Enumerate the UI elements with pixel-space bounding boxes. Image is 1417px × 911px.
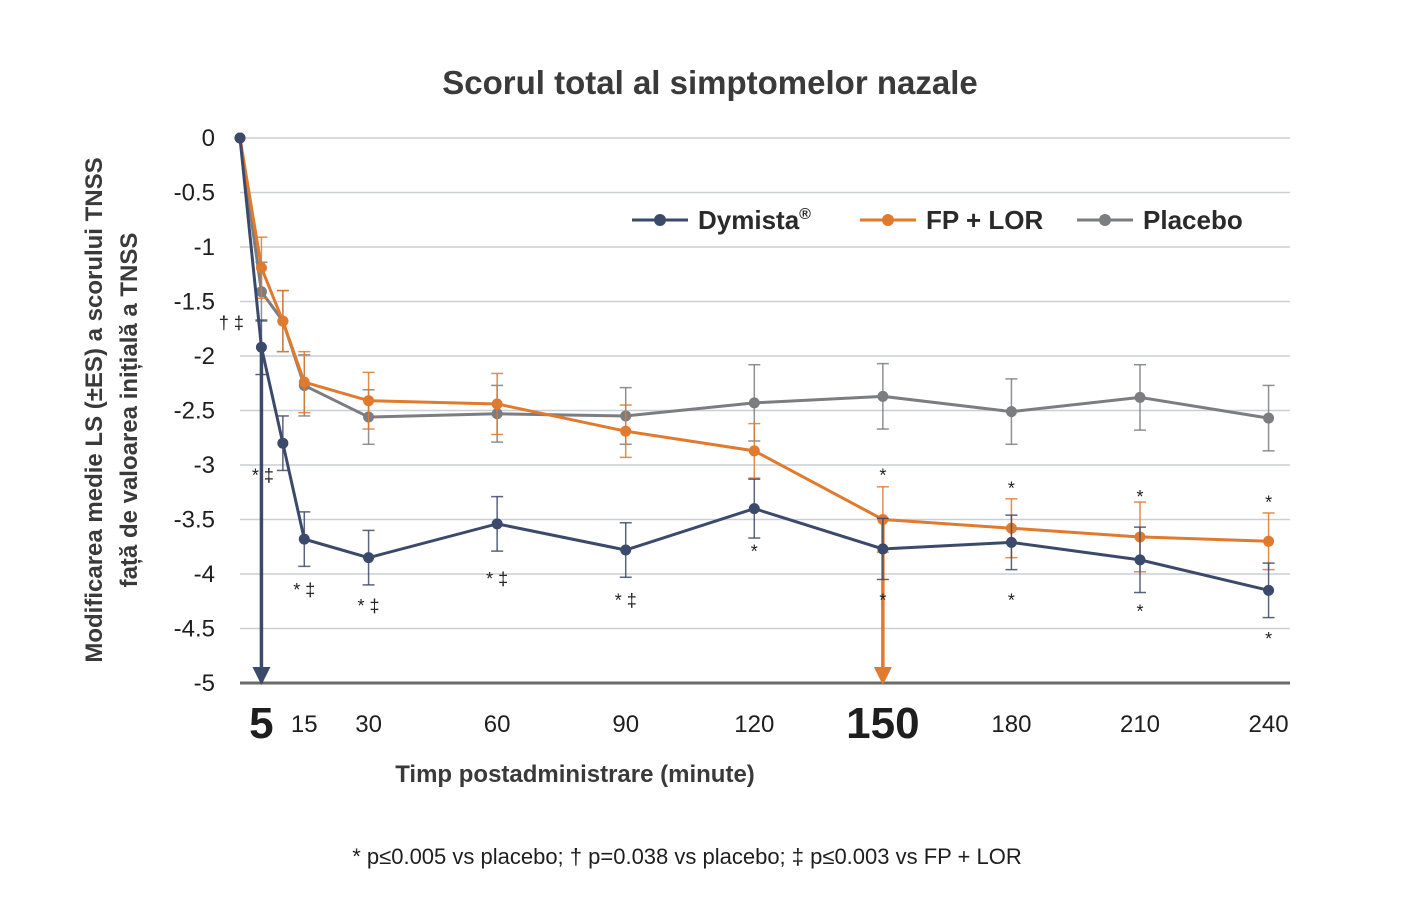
y-tick-label: -4 <box>194 561 215 588</box>
significance-marker: * <box>1265 629 1272 649</box>
data-point <box>1134 391 1146 403</box>
data-point <box>1134 554 1146 566</box>
y-tick-label: -1.5 <box>174 289 215 316</box>
significance-marker: * <box>751 542 758 562</box>
series-line <box>238 137 1269 543</box>
y-tick-label: -5 <box>194 670 215 697</box>
data-point <box>491 398 503 410</box>
x-tick-label: 210 <box>1120 711 1160 738</box>
legend-label-superscript: ® <box>799 206 811 223</box>
legend-item: FP + LOR <box>860 205 1043 235</box>
legend-swatch-marker <box>882 214 894 226</box>
series-placebo <box>234 132 1275 452</box>
data-point <box>748 397 760 409</box>
data-point <box>1005 536 1017 548</box>
x-tick-label: 90 <box>612 711 639 738</box>
x-tick-label: 240 <box>1249 711 1289 738</box>
significance-annotations: † ‡ * ‡ * ‡ * ‡ * ‡ * ‡ * * * * * * * * * <box>219 313 1272 649</box>
significance-marker: † ‡ <box>219 313 244 333</box>
significance-marker: * ‡ <box>252 465 274 485</box>
y-tick-label: -2 <box>194 343 215 370</box>
significance-marker: * ‡ <box>358 596 380 616</box>
y-axis-label-line1: Modificarea medie LS (±ES) a scorului TN… <box>81 157 108 662</box>
significance-marker: * <box>1136 487 1143 507</box>
data-point <box>1263 584 1275 596</box>
x-tick-label: 120 <box>734 711 774 738</box>
data-point <box>298 533 310 545</box>
data-point <box>1005 406 1017 418</box>
legend-swatch-marker <box>1099 214 1111 226</box>
y-axis-label-line2: față de valoarea inițială a TNSS <box>116 233 143 588</box>
data-point <box>298 376 310 388</box>
highlight-arrow-head <box>873 667 892 685</box>
data-point <box>277 315 289 327</box>
significance-marker: * <box>1008 591 1015 611</box>
legend-item: Dymista® <box>632 205 811 235</box>
x-tick-labels: 5 15 30 60 90 120 150 180 210 240 <box>249 699 1288 748</box>
data-point <box>1263 535 1275 547</box>
legend-label: Dymista® <box>698 205 811 235</box>
x-tick-label: 5 <box>249 699 273 748</box>
footnote: * p≤0.005 vs placebo; † p=0.038 vs place… <box>352 844 1022 869</box>
data-point <box>877 390 889 402</box>
legend-label: FP + LOR <box>926 205 1043 235</box>
legend: Dymista® FP + LOR Placebo <box>632 205 1243 235</box>
significance-marker: * ‡ <box>486 569 508 589</box>
significance-marker: * ‡ <box>293 580 315 600</box>
data-point <box>234 132 246 144</box>
data-point <box>255 262 267 274</box>
y-tick-label: -3.5 <box>174 507 215 534</box>
significance-marker: * <box>879 591 886 611</box>
y-tick-label: -4.5 <box>174 616 215 643</box>
y-tick-label: -1 <box>194 234 215 261</box>
series-dymista <box>234 132 1275 619</box>
data-point <box>363 552 375 564</box>
y-tick-label: -3 <box>194 452 215 479</box>
significance-marker: * <box>1265 493 1272 513</box>
series-line <box>238 137 1269 592</box>
y-tick-labels: 0 -0.5 -1 -1.5 -2 -2.5 -3 -3.5 -4 -4.5 -5 <box>174 125 215 697</box>
significance-marker: * <box>1008 478 1015 498</box>
highlight-arrow-head <box>252 667 271 685</box>
x-axis-label: Timp postadministrare (minute) <box>395 761 755 788</box>
x-tick-label: 180 <box>991 711 1031 738</box>
significance-marker: * <box>1136 602 1143 622</box>
legend-item: Placebo <box>1077 205 1243 235</box>
y-tick-label: -2.5 <box>174 398 215 425</box>
data-point <box>620 544 632 556</box>
y-tick-label: -0.5 <box>174 180 215 207</box>
data-point <box>748 445 760 457</box>
x-tick-label: 15 <box>291 711 318 738</box>
data-point <box>363 395 375 407</box>
data-point <box>277 437 289 449</box>
data-point <box>491 518 503 530</box>
legend-label: Placebo <box>1143 205 1243 235</box>
significance-marker: * ‡ <box>615 591 637 611</box>
grid-lines <box>240 137 1290 685</box>
data-point <box>255 341 267 353</box>
x-tick-label: 30 <box>355 711 382 738</box>
data-point <box>748 503 760 515</box>
data-point <box>620 425 632 437</box>
significance-marker: * <box>879 465 886 485</box>
chart-title: Scorul total al simptomelor nazale <box>442 64 977 101</box>
x-tick-label: 60 <box>484 711 511 738</box>
data-point <box>1263 412 1275 424</box>
series-layer <box>234 132 1275 619</box>
data-point <box>877 543 889 555</box>
x-tick-label: 150 <box>846 699 919 748</box>
highlight-arrows <box>252 347 892 685</box>
legend-swatch-marker <box>654 214 666 226</box>
y-tick-label: 0 <box>202 125 215 152</box>
